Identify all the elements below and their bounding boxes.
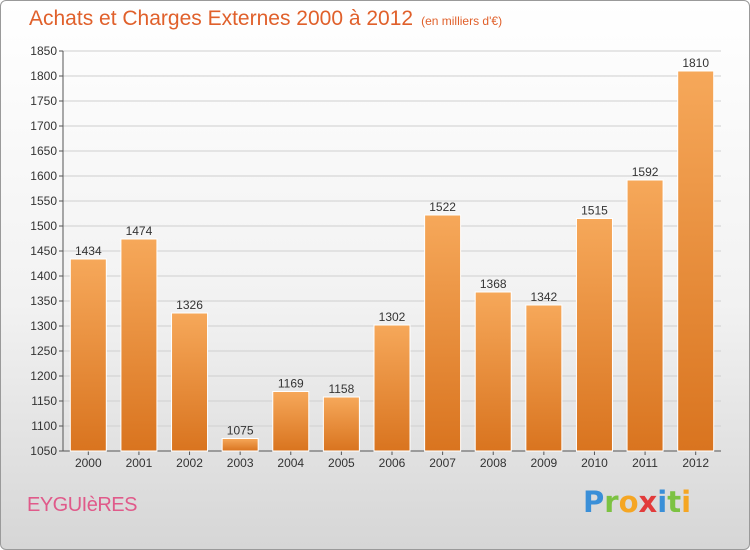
bar-2005	[322, 396, 360, 452]
value-label-2001: 1474	[126, 224, 153, 238]
tick-labels: 1050 1100 1150 1200 1250 1300 1350 1400 1450 1500…	[30, 44, 709, 470]
bars	[69, 70, 715, 452]
bar-2012	[677, 70, 715, 452]
y-tick-label: 1400	[30, 269, 57, 283]
bar-2003	[221, 438, 259, 452]
value-label-2005: 1158	[328, 382, 354, 396]
y-tick-label: 1100	[31, 419, 57, 433]
y-tick-label: 1550	[30, 194, 57, 208]
y-tick-label: 1150	[31, 394, 57, 408]
logo-letter: i	[657, 485, 668, 519]
value-label-2007: 1522	[429, 200, 456, 214]
bar-2001	[120, 238, 158, 452]
x-tick-label-2008: 2008	[480, 456, 507, 470]
bar-2010	[575, 218, 613, 452]
x-tick-label-2003: 2003	[227, 456, 254, 470]
value-label-2009: 1342	[530, 290, 557, 304]
y-tick-label: 1250	[30, 344, 57, 358]
chart-title: Achats et Charges Externes 2000 à 2012 (e…	[29, 7, 502, 31]
y-tick-label: 1200	[30, 369, 57, 383]
x-tick-label-2006: 2006	[379, 456, 406, 470]
y-tick-label: 1600	[30, 169, 57, 183]
y-tick-label: 1800	[30, 69, 57, 83]
value-label-2010: 1515	[581, 204, 608, 218]
value-labels: 1434 1474 1326 1075 1169 1158 1302 1522 1368 1342…	[75, 56, 709, 438]
bar-2008	[474, 291, 512, 452]
y-tick-label: 1850	[30, 44, 57, 58]
x-tick-label-2007: 2007	[429, 456, 456, 470]
logo-letter: r	[604, 485, 619, 519]
bar-2006	[373, 324, 411, 452]
y-tick-label: 1500	[30, 219, 57, 233]
x-tick-label-2000: 2000	[75, 456, 102, 470]
y-tick-label: 1450	[30, 244, 57, 258]
bar-2004	[272, 391, 310, 452]
town-name: EYGUIèRES	[27, 494, 137, 516]
y-tick-label: 1700	[30, 119, 57, 133]
proxiti-logo[interactable]: Proxiti	[583, 485, 691, 519]
x-tick-label-2012: 2012	[682, 456, 709, 470]
x-tick-label-2002: 2002	[176, 456, 203, 470]
bar-2009	[525, 304, 563, 452]
bar-2011	[626, 179, 664, 452]
value-label-2003: 1075	[227, 424, 254, 438]
y-tick-label: 1350	[30, 294, 57, 308]
y-tick-label: 1650	[30, 144, 57, 158]
bar-2002	[171, 312, 209, 452]
chart-title-main: Achats et Charges Externes 2000 à 2012	[29, 7, 414, 30]
x-tick-label-2010: 2010	[581, 456, 608, 470]
logo-letter: i	[681, 485, 692, 519]
y-tick-label: 1750	[30, 94, 57, 108]
x-tick-label-2005: 2005	[328, 456, 355, 470]
bar-2000	[69, 258, 107, 452]
x-tick-label-2001: 2001	[126, 456, 153, 470]
logo-letter: o	[618, 485, 639, 519]
chart-title-unit: (en milliers d'€)	[421, 14, 503, 28]
value-label-2012: 1810	[682, 56, 709, 70]
logo-letter: P	[583, 485, 605, 519]
value-label-2011: 1592	[632, 165, 659, 179]
logo-letter: x	[638, 485, 658, 519]
value-label-2006: 1302	[379, 310, 406, 324]
x-tick-label-2004: 2004	[277, 456, 304, 470]
value-label-2004: 1169	[278, 377, 304, 391]
value-label-2002: 1326	[176, 298, 203, 312]
logo-letter: t	[667, 485, 682, 519]
x-tick-label-2011: 2011	[632, 456, 658, 470]
bar-2007	[424, 214, 462, 452]
y-tick-label: 1050	[30, 444, 57, 458]
value-label-2000: 1434	[75, 244, 102, 258]
value-label-2008: 1368	[480, 277, 507, 291]
x-tick-label-2009: 2009	[530, 456, 557, 470]
y-tick-label: 1300	[30, 319, 57, 333]
